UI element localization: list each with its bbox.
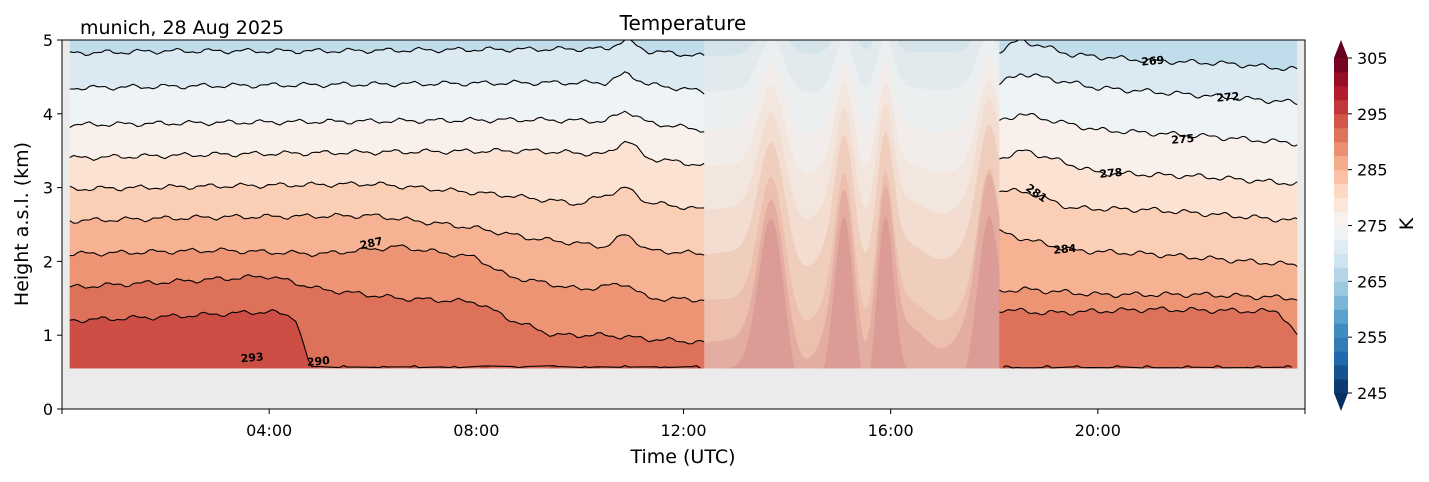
y-axis: 0 1 2 3 4 5: [43, 31, 62, 419]
chart-title: Temperature: [619, 11, 747, 35]
contour-line-275: [999, 112, 1298, 147]
contour-segment-mid: [704, 40, 1000, 369]
y-tick-label: 3: [43, 179, 53, 198]
contour-segment-left: [69, 40, 705, 369]
x-axis: 04:00 08:00 12:00 16:00 20:00: [61, 409, 1306, 440]
colorbar-bin: [1334, 365, 1348, 380]
colorbar: 245 255 265 275 285 295 305: [1334, 40, 1388, 411]
contour-label: 269: [1141, 54, 1165, 69]
y-tick-label: 0: [43, 400, 53, 419]
contour-line-272: [69, 71, 705, 95]
contour-line-287: [69, 244, 705, 303]
contour-line-287: [999, 286, 1298, 301]
colorbar-bin: [1334, 71, 1348, 87]
colorbar-bin: [1334, 127, 1348, 143]
contour-label: 293: [240, 350, 264, 365]
contour-line-284: [999, 229, 1298, 267]
contour-segment-right: [999, 40, 1298, 369]
colorbar-bin: [1334, 337, 1348, 352]
contour-line-275: [69, 110, 705, 133]
colorbar-tick-label: 285: [1357, 161, 1388, 180]
colorbar-bin: [1334, 379, 1348, 394]
colorbar-tick-label: 295: [1357, 105, 1388, 124]
contour-line-290: [69, 274, 705, 345]
contour-lines: [69, 40, 1298, 369]
contour-line-278: [999, 149, 1298, 186]
contour-label: 284: [1053, 242, 1077, 257]
contour-line-269: [999, 40, 1298, 71]
colorbar-tick-label: 245: [1357, 384, 1388, 403]
x-tick-label: 04:00: [246, 421, 292, 440]
colorbar-bin: [1334, 295, 1348, 310]
contour-line-281: [69, 181, 705, 211]
colorbar-bin: [1334, 85, 1348, 101]
colorbar-tick-label: 305: [1357, 49, 1388, 68]
colorbar-bin: [1334, 253, 1348, 268]
colorbar-bin: [1334, 169, 1348, 185]
colorbar-extend-max: [1334, 40, 1348, 58]
y-tick-label: 2: [43, 252, 53, 271]
x-tick-label: 16:00: [868, 421, 914, 440]
band-fill-293: [704, 216, 1000, 369]
colorbar-bin: [1334, 351, 1348, 366]
contour-line-293: [1002, 365, 1292, 369]
colorbar-bin: [1334, 225, 1348, 240]
contour-label: 278: [1099, 166, 1123, 181]
colorbar-bin: [1334, 58, 1348, 73]
colorbar-bin: [1334, 141, 1348, 157]
contour-line-293: [69, 309, 701, 369]
colorbar-bin: [1334, 197, 1348, 213]
contour-line-269: [69, 40, 705, 57]
x-tick-label: 08:00: [453, 421, 499, 440]
colorbar-extend-min: [1334, 393, 1348, 411]
colorbar-bin: [1334, 239, 1348, 254]
colorbar-bin: [1334, 183, 1348, 199]
contour-fills: [69, 40, 1298, 369]
contour-line-278: [69, 140, 705, 167]
colorbar-bin: [1334, 113, 1348, 129]
colorbar-bin: [1334, 281, 1348, 296]
y-tick-label: 5: [43, 31, 53, 50]
contour-label: 290: [306, 354, 330, 369]
colorbar-tick-label: 275: [1357, 217, 1388, 236]
x-tick-label: 20:00: [1075, 421, 1121, 440]
contour-line-281: [999, 187, 1298, 223]
colorbar-bin: [1334, 309, 1348, 324]
band-fill-290: [999, 307, 1298, 369]
colorbar-tick-label: 255: [1357, 328, 1388, 347]
band-fill-293: [69, 309, 705, 369]
location-date-label: munich, 28 Aug 2025: [80, 17, 284, 39]
colorbar-bin: [1334, 211, 1348, 226]
contour-label: 287: [359, 235, 384, 252]
y-axis-label: Height a.s.l. (km): [11, 142, 33, 306]
x-tick-label: 12:00: [660, 421, 706, 440]
contour-line-284: [69, 212, 705, 256]
colorbar-bin: [1334, 155, 1348, 171]
x-axis-label: Time (UTC): [629, 446, 735, 468]
colorbar-bin: [1334, 99, 1348, 115]
contour-line-290: [999, 306, 1298, 335]
colorbar-tick-label: 265: [1357, 272, 1388, 291]
y-tick-label: 1: [43, 326, 53, 345]
contour-label: 275: [1171, 132, 1195, 147]
contour-label: 272: [1216, 90, 1240, 105]
colorbar-label: K: [1396, 217, 1418, 230]
contour-line-272: [999, 73, 1298, 106]
colorbar-bin: [1334, 323, 1348, 338]
colorbar-bin: [1334, 267, 1348, 282]
band-fill-293: [999, 365, 1298, 369]
y-tick-label: 4: [43, 105, 53, 124]
